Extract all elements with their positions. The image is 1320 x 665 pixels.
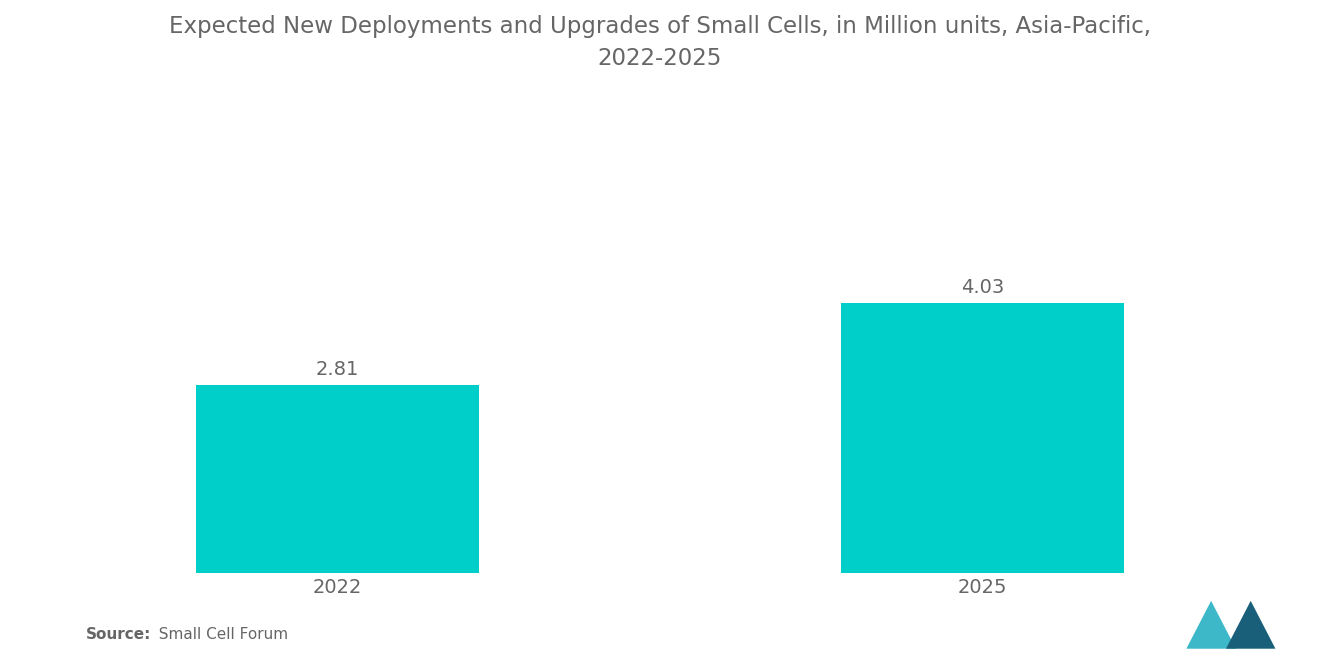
Text: 4.03: 4.03 [961,279,1005,297]
Bar [195,384,479,573]
Text: Small Cell Forum: Small Cell Forum [149,626,288,642]
Bar [841,303,1125,573]
Title: Expected New Deployments and Upgrades of Small Cells, in Million units, Asia-Pac: Expected New Deployments and Upgrades of… [169,15,1151,70]
Text: 2.81: 2.81 [315,360,359,379]
Text: Source:: Source: [86,626,152,642]
